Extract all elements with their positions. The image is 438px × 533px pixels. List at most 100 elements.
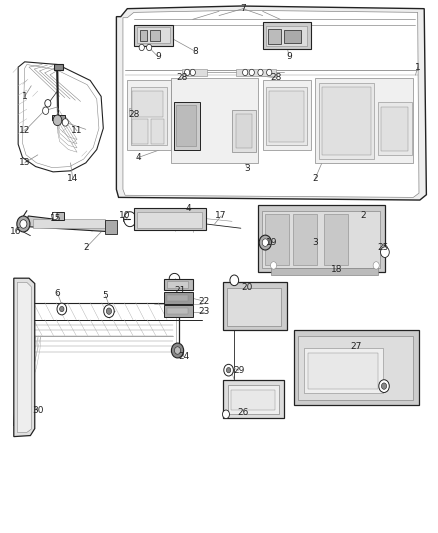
Text: 25: 25 <box>377 244 389 253</box>
Bar <box>268 29 281 44</box>
Bar <box>173 102 200 150</box>
Bar <box>262 211 380 268</box>
Bar <box>297 336 413 400</box>
Bar <box>231 390 275 410</box>
Bar <box>307 353 378 389</box>
Text: 28: 28 <box>128 110 140 119</box>
Bar <box>293 214 317 265</box>
Ellipse shape <box>381 383 387 389</box>
Text: 26: 26 <box>237 408 249 417</box>
Text: 28: 28 <box>176 73 187 82</box>
Bar <box>132 91 163 117</box>
Bar <box>182 69 207 76</box>
Bar <box>127 80 171 150</box>
Bar <box>33 219 106 228</box>
Text: 4: 4 <box>186 204 191 213</box>
Text: 27: 27 <box>351 342 362 351</box>
Text: 21: 21 <box>174 286 185 295</box>
Text: 30: 30 <box>32 406 43 415</box>
Ellipse shape <box>53 115 62 126</box>
Ellipse shape <box>52 212 58 220</box>
Bar <box>318 83 374 159</box>
Text: 14: 14 <box>67 174 78 183</box>
Ellipse shape <box>171 343 184 358</box>
Polygon shape <box>117 6 426 200</box>
Ellipse shape <box>57 303 67 315</box>
Bar <box>237 69 276 76</box>
Bar <box>137 212 202 228</box>
Polygon shape <box>17 282 31 432</box>
Bar <box>151 119 164 144</box>
Ellipse shape <box>106 308 112 314</box>
Polygon shape <box>27 216 113 232</box>
Bar <box>137 27 170 43</box>
Bar <box>171 78 258 163</box>
Text: 20: 20 <box>242 283 253 292</box>
Bar <box>134 25 173 46</box>
Ellipse shape <box>45 100 51 107</box>
Text: 10: 10 <box>120 212 131 221</box>
Bar <box>258 205 385 272</box>
Bar <box>324 214 348 265</box>
Text: 15: 15 <box>49 214 61 223</box>
Text: 17: 17 <box>215 212 227 221</box>
Bar <box>227 288 282 326</box>
Text: 18: 18 <box>331 265 343 273</box>
Text: 3: 3 <box>312 238 318 247</box>
Bar <box>321 87 371 155</box>
Bar <box>315 78 413 163</box>
Text: 4: 4 <box>135 153 141 162</box>
Bar <box>294 330 419 405</box>
Ellipse shape <box>17 216 30 232</box>
Bar <box>237 114 252 149</box>
Text: 9: 9 <box>155 52 161 61</box>
Bar <box>52 115 65 120</box>
Ellipse shape <box>259 235 272 250</box>
Bar <box>269 91 304 142</box>
Bar <box>132 119 148 144</box>
Text: 13: 13 <box>19 158 31 167</box>
Bar <box>232 110 256 152</box>
Bar <box>167 308 188 314</box>
Bar <box>134 208 206 230</box>
Bar <box>263 80 311 150</box>
Text: 2: 2 <box>83 244 88 253</box>
Ellipse shape <box>249 69 254 76</box>
Ellipse shape <box>230 275 239 286</box>
Ellipse shape <box>379 379 389 392</box>
Ellipse shape <box>190 69 195 76</box>
Bar <box>164 305 193 317</box>
Text: 1: 1 <box>22 92 28 101</box>
Bar <box>378 102 413 155</box>
Ellipse shape <box>373 262 379 269</box>
Polygon shape <box>14 278 35 437</box>
Ellipse shape <box>62 119 68 126</box>
Text: 11: 11 <box>71 126 83 135</box>
Polygon shape <box>123 10 419 197</box>
Bar <box>263 22 311 49</box>
Text: 16: 16 <box>10 228 22 237</box>
Text: 28: 28 <box>270 73 282 82</box>
Ellipse shape <box>223 410 230 418</box>
Bar <box>140 30 148 41</box>
Text: 24: 24 <box>178 352 190 361</box>
Bar <box>176 105 196 147</box>
Ellipse shape <box>139 44 145 51</box>
Text: 2: 2 <box>360 212 366 221</box>
Bar <box>381 107 409 151</box>
Bar <box>164 292 193 304</box>
Ellipse shape <box>224 365 233 376</box>
Bar <box>304 348 383 393</box>
Bar <box>52 212 64 220</box>
Bar <box>223 282 287 330</box>
Text: 1: 1 <box>415 63 420 71</box>
Bar <box>131 87 166 146</box>
Bar <box>105 220 117 233</box>
Bar <box>150 30 159 41</box>
Ellipse shape <box>104 305 114 318</box>
Text: 8: 8 <box>192 47 198 55</box>
Ellipse shape <box>381 247 389 257</box>
Bar <box>266 87 307 146</box>
Text: 3: 3 <box>244 164 250 173</box>
Ellipse shape <box>184 69 190 76</box>
